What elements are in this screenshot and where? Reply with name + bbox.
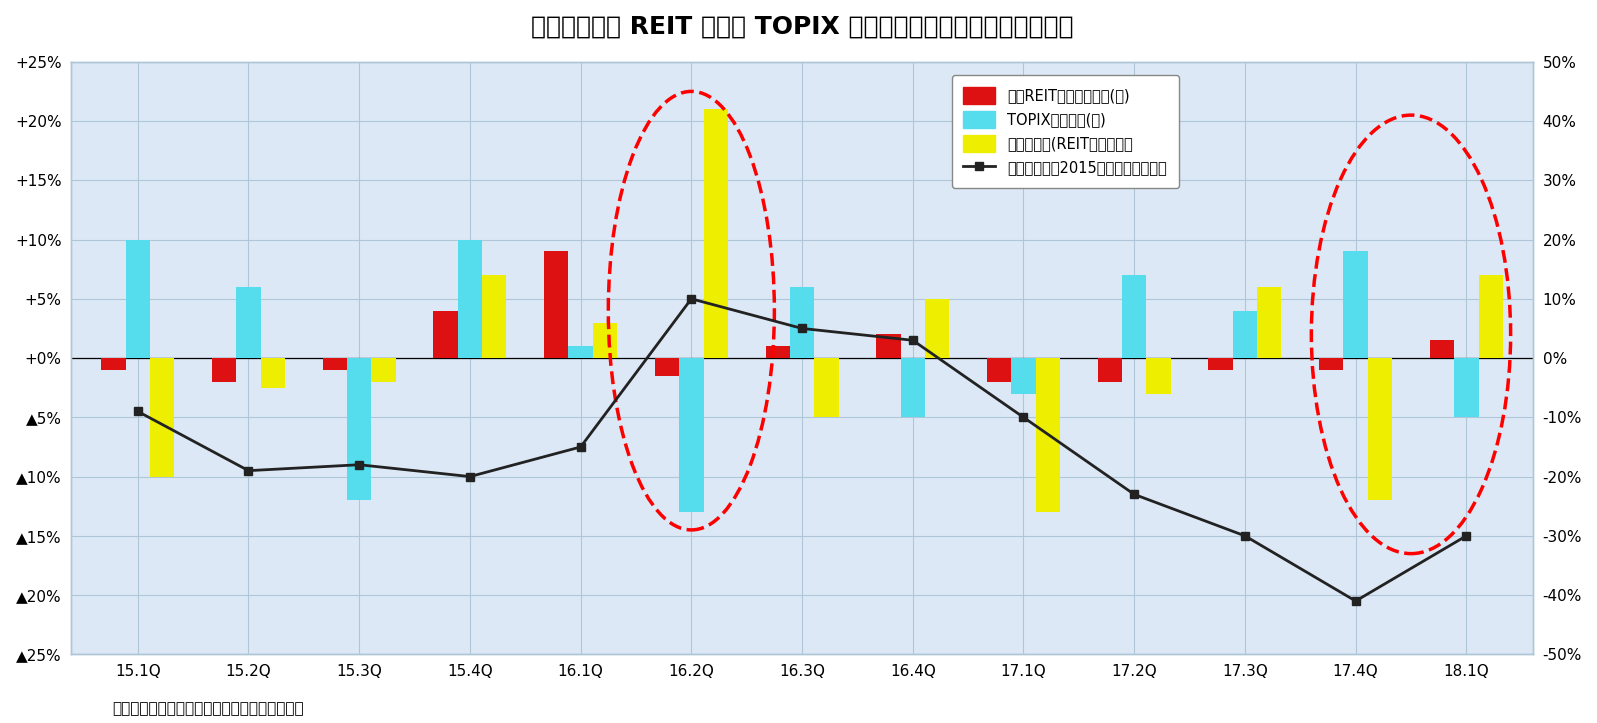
Bar: [987, 358, 1011, 382]
Bar: [150, 358, 174, 476]
Bar: [372, 358, 396, 382]
Bar: [1367, 358, 1393, 500]
Bar: [458, 239, 482, 358]
Bar: [901, 358, 925, 417]
Bar: [1147, 358, 1171, 393]
Legend: 東証REIT指数リターン(左), TOPIXリターン(左), リターン差(REIT－株式）左, リターン差（2015年からの累計）右: 東証REIT指数リターン(左), TOPIXリターン(左), リターン差(REI…: [952, 75, 1179, 187]
Title: 図表１：東証 REIT 指数と TOPIX のリターン（四半期、配当除き）: 図表１：東証 REIT 指数と TOPIX のリターン（四半期、配当除き）: [530, 15, 1073, 39]
Bar: [679, 358, 704, 512]
Bar: [1257, 287, 1281, 358]
Bar: [260, 358, 284, 388]
Bar: [1209, 358, 1233, 370]
Bar: [433, 311, 458, 358]
Bar: [814, 358, 838, 417]
Bar: [791, 287, 814, 358]
Bar: [704, 109, 728, 358]
Bar: [765, 346, 791, 358]
Bar: [236, 287, 260, 358]
Bar: [925, 299, 949, 358]
Bar: [1319, 358, 1343, 370]
Bar: [655, 358, 679, 376]
Bar: [1011, 358, 1036, 393]
Bar: [569, 346, 592, 358]
Bar: [877, 334, 901, 358]
Bar: [212, 358, 236, 382]
Bar: [1479, 275, 1503, 358]
Bar: [482, 275, 506, 358]
Bar: [1343, 252, 1367, 358]
Bar: [545, 252, 569, 358]
Bar: [1429, 341, 1455, 358]
Bar: [1455, 358, 1479, 417]
Bar: [1036, 358, 1060, 512]
Bar: [1097, 358, 1123, 382]
Bar: [1233, 311, 1257, 358]
Bar: [347, 358, 372, 500]
Bar: [592, 322, 616, 358]
Bar: [101, 358, 126, 370]
Bar: [1123, 275, 1147, 358]
Bar: [126, 239, 150, 358]
Bar: [323, 358, 347, 370]
Text: （資料）東京証券取引所のデータをもとに作成: （資料）東京証券取引所のデータをもとに作成: [112, 701, 303, 716]
